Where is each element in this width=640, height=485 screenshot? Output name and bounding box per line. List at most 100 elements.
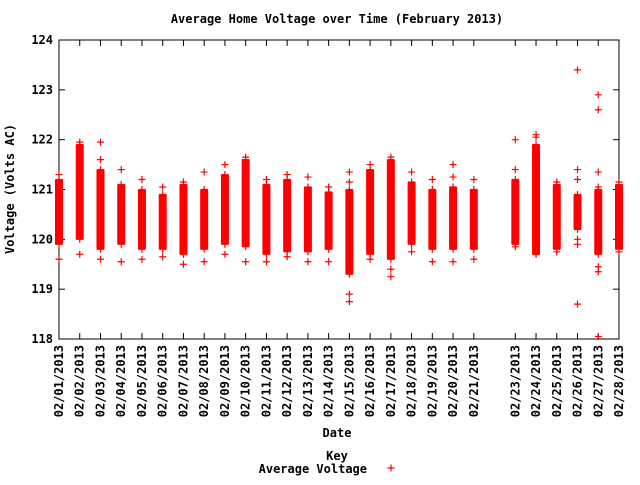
- data-point: [532, 250, 540, 258]
- data-point: [574, 190, 582, 198]
- data-range-bar: [158, 194, 167, 250]
- data-range-bar: [262, 184, 271, 255]
- data-point: [304, 183, 312, 191]
- legend-marker: [387, 464, 395, 472]
- data-point: [366, 255, 374, 263]
- data-point: [242, 243, 250, 251]
- data-point: [200, 245, 208, 253]
- data-range-bar: [345, 189, 354, 275]
- data-point: [574, 225, 582, 233]
- data-point: [387, 265, 395, 273]
- data-point: [470, 255, 478, 263]
- day-column: [407, 168, 416, 256]
- y-tick-label: 124: [31, 33, 53, 47]
- data-point: [179, 260, 187, 268]
- data-range-bar: [179, 184, 188, 255]
- data-point: [221, 161, 229, 169]
- data-point: [594, 250, 602, 258]
- data-point: [96, 166, 104, 174]
- data-point: [449, 161, 457, 169]
- data-point: [449, 183, 457, 191]
- data-point: [221, 171, 229, 179]
- data-point: [159, 183, 167, 191]
- legend-entry-label: Average Voltage: [259, 462, 367, 476]
- data-range-bar: [573, 194, 582, 230]
- data-point: [428, 245, 436, 253]
- data-point: [76, 138, 84, 146]
- data-point: [304, 173, 312, 181]
- data-range-bar: [75, 144, 84, 240]
- data-point: [117, 258, 125, 266]
- x-tick-label: 02/05/2013: [135, 345, 149, 417]
- x-tick-label: 02/17/2013: [384, 345, 398, 417]
- data-point: [242, 153, 250, 161]
- data-point: [511, 243, 519, 251]
- day-column: [366, 161, 375, 263]
- data-point: [615, 178, 623, 186]
- data-point: [138, 176, 146, 184]
- day-column: [345, 168, 354, 306]
- y-tick-label: 118: [31, 332, 53, 346]
- x-tick-label: 02/26/2013: [571, 345, 585, 417]
- legend-plus-marker: [387, 464, 395, 472]
- data-point: [470, 176, 478, 184]
- x-tick-label: 02/20/2013: [446, 345, 460, 417]
- data-point: [511, 176, 519, 184]
- data-point: [345, 178, 353, 186]
- data-point: [532, 141, 540, 149]
- x-tick-label: 02/24/2013: [529, 345, 543, 417]
- day-column: [449, 161, 458, 266]
- data-range-bar: [55, 179, 63, 245]
- data-point: [594, 168, 602, 176]
- data-point: [138, 245, 146, 253]
- data-range-bar: [615, 184, 623, 250]
- day-column: [573, 66, 582, 308]
- data-point: [594, 91, 602, 99]
- day-column: [200, 168, 209, 266]
- data-range-bar: [532, 144, 541, 255]
- data-point: [55, 255, 63, 263]
- day-column: [220, 161, 229, 258]
- data-range-bar: [594, 189, 603, 255]
- data-range-bar: [552, 184, 561, 250]
- data-point: [449, 173, 457, 181]
- data-point: [345, 290, 353, 298]
- data-point: [594, 263, 602, 271]
- day-column: [532, 131, 541, 258]
- day-column: [158, 183, 167, 261]
- x-tick-label: 02/27/2013: [591, 345, 605, 417]
- data-point: [574, 66, 582, 74]
- data-point: [96, 138, 104, 146]
- x-tick-label: 02/16/2013: [363, 345, 377, 417]
- data-point: [96, 245, 104, 253]
- data-point: [76, 250, 84, 258]
- x-tick-label: 02/02/2013: [73, 345, 87, 417]
- data-point: [138, 255, 146, 263]
- data-point: [262, 250, 270, 258]
- data-point: [408, 240, 416, 248]
- data-range-bar: [386, 159, 395, 260]
- data-point: [221, 240, 229, 248]
- data-point: [179, 250, 187, 258]
- data-point: [408, 178, 416, 186]
- x-tick-label: 02/01/2013: [52, 345, 66, 417]
- data-point: [304, 258, 312, 266]
- data-point: [325, 258, 333, 266]
- x-tick-label: 02/11/2013: [259, 345, 273, 417]
- day-column: [179, 178, 188, 268]
- data-point: [345, 298, 353, 306]
- data-point: [428, 258, 436, 266]
- legend: Key Average Voltage: [259, 449, 395, 476]
- data-point: [96, 156, 104, 164]
- y-tick-label: 120: [31, 232, 53, 246]
- day-column: [324, 183, 333, 266]
- data-point: [345, 168, 353, 176]
- data-point: [553, 248, 561, 256]
- data-point: [304, 248, 312, 256]
- data-point: [221, 250, 229, 258]
- data-point: [159, 245, 167, 253]
- day-column: [137, 176, 146, 263]
- data-point: [117, 240, 125, 248]
- data-point: [387, 273, 395, 281]
